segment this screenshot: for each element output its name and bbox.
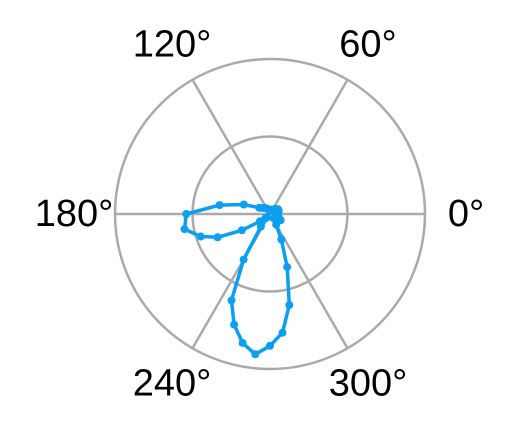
data-point-1-19 <box>180 225 189 234</box>
data-point-1-26 <box>256 222 265 231</box>
data-point-1-18 <box>182 210 191 218</box>
radial-grid-circle-2 <box>113 57 427 371</box>
data-point-1-20 <box>196 232 205 241</box>
angle-tick-label-180: 180° <box>35 193 114 235</box>
data-point-1-32 <box>266 341 274 350</box>
data-point-1-36 <box>277 235 286 244</box>
angle-tick-label-60: 60° <box>339 23 396 65</box>
data-point-1-35 <box>283 263 292 272</box>
data-point-1-31 <box>251 350 260 359</box>
series-layer <box>180 200 294 359</box>
data-point-1-43 <box>272 210 281 218</box>
data-point-1-25 <box>262 213 271 222</box>
angular-tick-labels: 0° 60° 120° 180° 240° 300° <box>35 23 484 404</box>
data-point-1-29 <box>230 320 239 329</box>
data-point-1-28 <box>227 296 236 305</box>
data-point-1-34 <box>285 301 294 309</box>
angle-tick-label-120: 120° <box>133 23 212 65</box>
data-point-1-27 <box>239 255 248 264</box>
angle-tick-label-240: 240° <box>133 363 212 405</box>
data-point-1-33 <box>278 328 287 337</box>
data-point-1-22 <box>237 226 246 235</box>
data-point-1-17 <box>215 201 224 210</box>
data-point-1-15 <box>255 203 264 212</box>
angle-tick-label-0: 0° <box>448 193 484 235</box>
data-point-1-16 <box>239 200 248 209</box>
data-point-1-30 <box>238 338 247 347</box>
angle-tick-label-300: 300° <box>329 363 408 405</box>
data-point-1-21 <box>213 233 222 242</box>
